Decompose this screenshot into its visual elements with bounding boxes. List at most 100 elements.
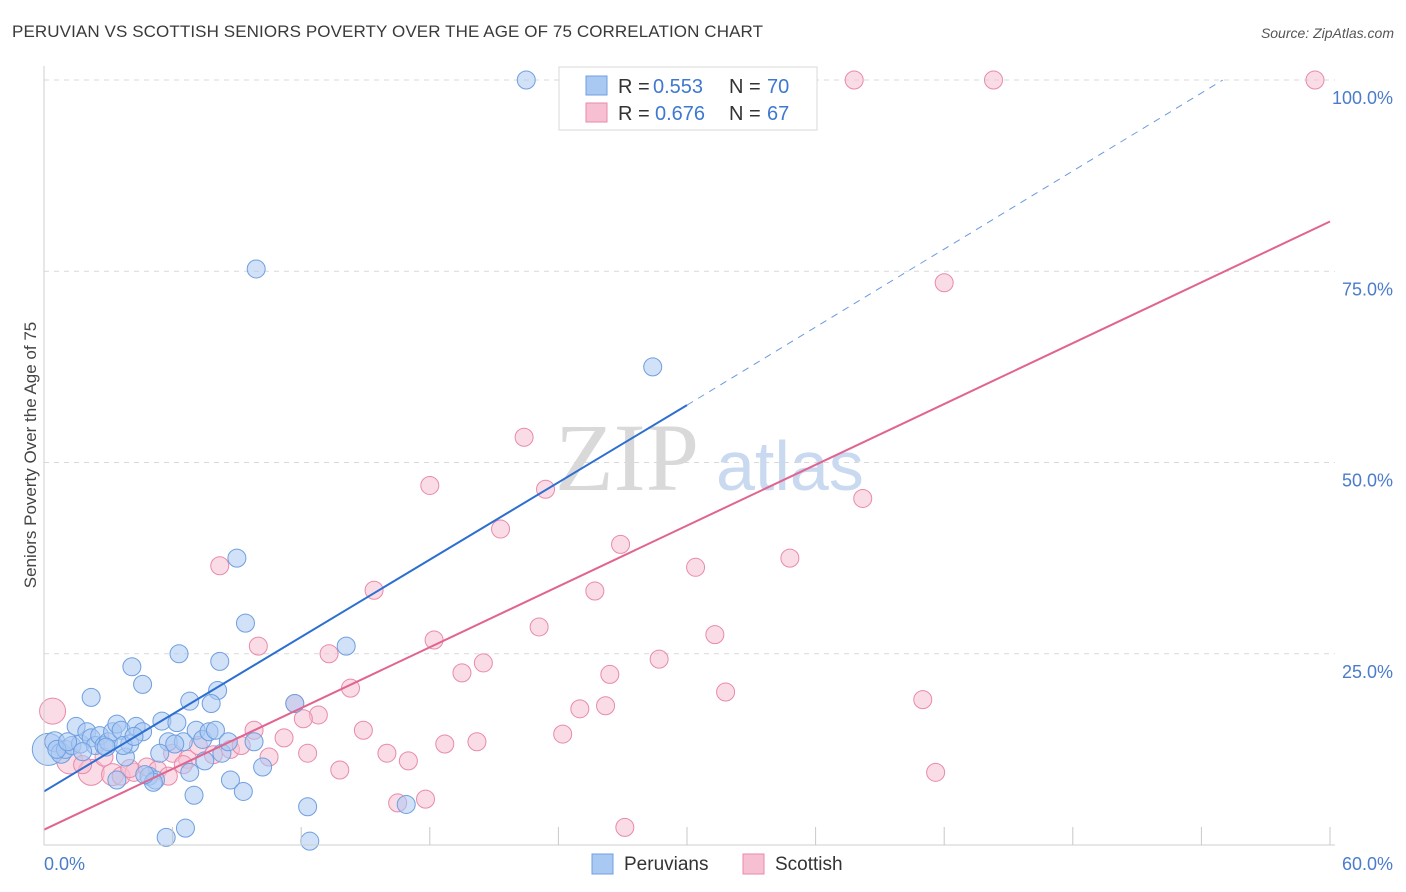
scottish-point (1305, 70, 1325, 90)
peruvians-point (201, 693, 221, 713)
scottish-point (416, 789, 436, 809)
legend-n-value-peruvians: 70 (767, 76, 789, 98)
y-tick-label: 25.0% (1342, 662, 1393, 682)
scottish-point (353, 720, 373, 740)
peruvians-point (227, 548, 247, 568)
scottish-point (926, 762, 946, 782)
peruvians-point (81, 687, 101, 707)
scottish-point (514, 427, 534, 447)
legend-r-label-peruvians: R = (618, 76, 650, 98)
y-tick-label: 50.0% (1342, 471, 1393, 491)
legend-r-value-peruvians: 0.553 (653, 76, 703, 98)
x-tick-label-max: 60.0% (1342, 854, 1393, 874)
peruvians-trend-extension (686, 79, 1224, 406)
scottish-point (330, 760, 350, 780)
scottish-point (686, 557, 706, 577)
scottish-point (377, 743, 397, 763)
peruvians-point (298, 797, 318, 817)
peruvians-point (244, 732, 264, 752)
scottish-point (585, 581, 605, 601)
y-tick-label: 100.0% (1332, 88, 1393, 108)
scottish-trend-line (43, 220, 1331, 831)
scottish-point (844, 70, 864, 90)
peruvians-trend-line (43, 404, 688, 793)
top-legend: R = 0.553 N = 70 R = 0.676 N = 67 (558, 66, 818, 131)
scottish-point (298, 743, 318, 763)
chart-title: PERUVIAN VS SCOTTISH SENIORS POVERTY OVE… (12, 22, 764, 41)
peruvians-point (300, 831, 320, 851)
peruvians-point (253, 757, 273, 777)
legend-n-label-scottish: N = (729, 103, 761, 125)
scottish-point (529, 617, 549, 637)
peruvians-point (336, 636, 356, 656)
peruvians-point (246, 259, 266, 279)
bottom-legend-label-scottish: Scottish (775, 854, 843, 875)
watermark-zip: ZIP (555, 404, 699, 511)
scottish-point (452, 663, 472, 683)
scottish-point (649, 649, 669, 669)
legend-swatch-peruvians (585, 75, 608, 96)
scottish-point (934, 273, 954, 293)
peruvians-point (205, 720, 225, 740)
peruvians-point (58, 732, 78, 752)
peruvians-point (169, 644, 189, 664)
peruvians-point (285, 693, 305, 713)
scottish-point (210, 556, 230, 576)
peruvians-point (167, 713, 187, 733)
x-tick-label-min: 0.0% (44, 854, 85, 874)
y-tick-label: 75.0% (1342, 279, 1393, 299)
scottish-point (39, 697, 67, 725)
bottom-legend-swatch-scottish (742, 853, 765, 875)
peruvians-point (233, 781, 253, 801)
legend-r-label-scottish: R = (618, 103, 650, 125)
peruvians-point (210, 651, 230, 671)
scottish-point (491, 519, 511, 539)
peruvians-point (180, 762, 200, 782)
peruvians-point (643, 357, 663, 377)
peruvians-point (135, 765, 155, 785)
scottish-point (611, 534, 631, 554)
peruvians-point (175, 818, 195, 838)
peruvians-point (165, 734, 185, 754)
bottom-legend: Peruvians Scottish (591, 853, 843, 875)
series-peruvians-points (31, 70, 663, 851)
scottish-point (705, 625, 725, 645)
peruvians-point (150, 743, 170, 763)
peruvians-point (122, 657, 142, 677)
peruvians-point (220, 770, 240, 790)
scottish-point (615, 817, 635, 837)
scottish-point (293, 709, 313, 729)
y-axis-label: Seniors Poverty Over the Age of 75 (21, 322, 40, 588)
scottish-point (913, 690, 933, 710)
scottish-point (716, 682, 736, 702)
scottish-point (248, 636, 268, 656)
bottom-legend-swatch-peruvians (591, 853, 614, 875)
scottish-point (319, 644, 339, 664)
axes: 25.0% 50.0% 75.0% 100.0% 0.0% 60.0% (43, 66, 1393, 874)
watermark: ZIP atlas (555, 404, 864, 511)
peruvians-point (184, 785, 204, 805)
scottish-point (467, 732, 487, 752)
trend-lines (43, 79, 1331, 831)
scottish-point (983, 70, 1003, 90)
legend-n-value-scottish: 67 (767, 103, 789, 125)
scottish-point (570, 699, 590, 719)
scottish-point (596, 696, 616, 716)
bottom-legend-label-peruvians: Peruvians (624, 854, 709, 875)
scottish-point (435, 734, 455, 754)
scottish-point (600, 664, 620, 684)
legend-swatch-scottish (585, 102, 608, 123)
scottish-point (553, 724, 573, 744)
scottish-point (780, 548, 800, 568)
scottish-point (853, 488, 873, 508)
peruvians-point (156, 827, 176, 847)
legend-r-value-scottish: 0.676 (655, 103, 705, 125)
watermark-atlas: atlas (716, 427, 864, 505)
peruvians-point (396, 794, 416, 814)
peruvians-point (107, 770, 127, 790)
peruvians-point (516, 70, 536, 90)
peruvians-point (73, 742, 93, 762)
scottish-point (473, 653, 493, 673)
legend-n-label-peruvians: N = (729, 76, 761, 98)
